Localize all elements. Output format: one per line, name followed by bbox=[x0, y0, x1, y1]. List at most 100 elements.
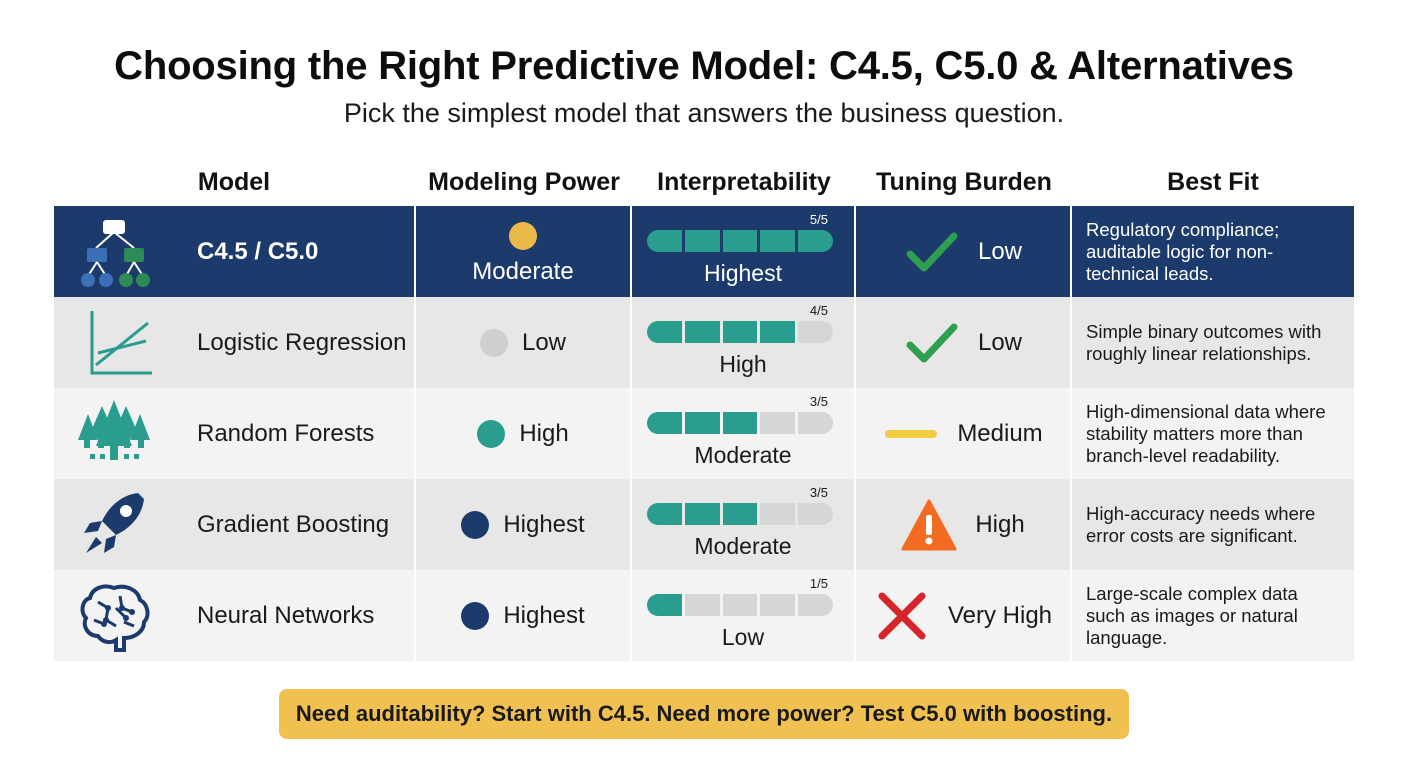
interpretability-segment bbox=[798, 321, 833, 343]
cell-interpretability: 3/5 Moderate bbox=[632, 479, 856, 570]
interpretability-segment bbox=[684, 321, 720, 343]
cell-modeling-power: Low bbox=[416, 297, 632, 388]
cell-tuning-burden: Low bbox=[856, 206, 1072, 297]
interpretability-segment bbox=[760, 594, 796, 616]
table-header: Model Modeling Power Interpretability Tu… bbox=[54, 162, 1354, 202]
interpretability-label: Highest bbox=[704, 260, 782, 286]
interpretability-segment bbox=[684, 503, 720, 525]
model-name: Logistic Regression bbox=[197, 328, 407, 356]
power-dot-icon bbox=[461, 510, 490, 539]
header-interpretability: Interpretability bbox=[657, 168, 831, 196]
dash-icon bbox=[883, 406, 939, 462]
interpretability-segment bbox=[722, 230, 758, 252]
interpretability-segment bbox=[684, 594, 720, 616]
model-name: Gradient Boosting bbox=[197, 510, 390, 538]
interpretability-segment bbox=[760, 230, 796, 252]
callout-banner: Need auditability? Start with C4.5. Need… bbox=[279, 689, 1129, 739]
page-subtitle: Pick the simplest model that answers the… bbox=[343, 98, 1065, 128]
cell-tuning-burden: Medium bbox=[856, 388, 1072, 479]
cell-modeling-power: Highest bbox=[416, 479, 632, 570]
interpretability-bar bbox=[647, 321, 833, 343]
interpretability-segment bbox=[722, 594, 758, 616]
table-row: Neural Networks Highest 1/5 Low Very High Lar… bbox=[54, 570, 1354, 661]
power-label: Highest bbox=[503, 510, 585, 538]
cell-interpretability: 4/5 High bbox=[632, 297, 856, 388]
cell-interpretability: 3/5 Moderate bbox=[632, 388, 856, 479]
interpretability-segment bbox=[798, 503, 833, 525]
best-fit-text: Simple binary outcomes with roughly line… bbox=[1086, 320, 1322, 364]
interpretability-segment bbox=[798, 594, 833, 616]
interpretability-bar bbox=[647, 594, 833, 616]
cell-modeling-power: Moderate bbox=[416, 206, 632, 297]
cell-modeling-power: Highest bbox=[416, 570, 632, 661]
power-dot-icon bbox=[479, 328, 508, 357]
interpretability-segment bbox=[647, 230, 682, 252]
warning-icon bbox=[901, 497, 957, 553]
cell-model: Logistic Regression bbox=[54, 297, 416, 388]
header-model: Model bbox=[197, 168, 271, 196]
interpretability-score: 5/5 bbox=[809, 212, 828, 227]
line-chart-icon bbox=[76, 305, 154, 381]
checkmark-icon bbox=[904, 315, 960, 371]
cell-model: C4.5 / C5.0 bbox=[54, 206, 416, 297]
cell-tuning-burden: High bbox=[856, 479, 1072, 570]
interpretability-bar bbox=[647, 412, 833, 434]
checkmark-icon bbox=[904, 224, 960, 280]
interpretability-segment bbox=[760, 412, 796, 434]
interpretability-segment bbox=[798, 412, 833, 434]
power-dot-icon bbox=[461, 601, 490, 630]
interpretability-segment bbox=[647, 321, 682, 343]
interpretability-score: 1/5 bbox=[809, 576, 828, 591]
interpretability-segment bbox=[760, 503, 796, 525]
cell-interpretability: 5/5 Highest bbox=[632, 206, 856, 297]
table-row: Random Forests High 3/5 Moderate Medium High-… bbox=[54, 388, 1354, 479]
interpretability-bar bbox=[647, 503, 833, 525]
cell-best-fit: High-accuracy needs where error costs ar… bbox=[1072, 479, 1354, 570]
table-row: Logistic Regression Low 4/5 High Low Simple b… bbox=[54, 297, 1354, 388]
interpretability-label: Moderate bbox=[694, 533, 792, 559]
interpretability-score: 3/5 bbox=[809, 394, 828, 409]
power-dot-icon bbox=[509, 221, 537, 250]
best-fit-text: High-dimensional data where stability ma… bbox=[1086, 400, 1326, 466]
brain-icon bbox=[76, 578, 152, 654]
tuning-label: Low bbox=[977, 328, 1023, 356]
table-row: Gradient Boosting Highest 3/5 Moderate High H… bbox=[54, 479, 1354, 570]
tuning-label: Low bbox=[977, 237, 1023, 265]
best-fit-text: Large-scale complex data such as images … bbox=[1086, 582, 1298, 648]
interpretability-segment bbox=[722, 503, 758, 525]
power-label: Highest bbox=[503, 601, 585, 629]
cell-tuning-burden: Low bbox=[856, 297, 1072, 388]
rocket-icon bbox=[76, 487, 152, 563]
cell-model: Gradient Boosting bbox=[54, 479, 416, 570]
interpretability-segment bbox=[647, 412, 682, 434]
decision-tree-icon bbox=[76, 214, 152, 290]
cell-interpretability: 1/5 Low bbox=[632, 570, 856, 661]
cross-icon bbox=[874, 588, 930, 644]
power-label: High bbox=[519, 419, 569, 447]
header-tuning: Tuning Burden bbox=[876, 168, 1052, 196]
cell-modeling-power: High bbox=[416, 388, 632, 479]
interpretability-segment bbox=[684, 230, 720, 252]
power-dot-icon bbox=[477, 419, 506, 448]
interpretability-label: Moderate bbox=[694, 442, 792, 468]
interpretability-label: Low bbox=[721, 624, 765, 650]
tuning-label: Very High bbox=[947, 601, 1053, 629]
header-best-fit: Best Fit bbox=[1167, 168, 1259, 196]
cell-best-fit: High-dimensional data where stability ma… bbox=[1072, 388, 1354, 479]
interpretability-score: 3/5 bbox=[809, 485, 828, 500]
interpretability-segment bbox=[722, 321, 758, 343]
cell-model: Random Forests bbox=[54, 388, 416, 479]
forest-icon bbox=[76, 396, 152, 472]
cell-tuning-burden: Very High bbox=[856, 570, 1072, 661]
cell-model: Neural Networks bbox=[54, 570, 416, 661]
power-label: Moderate bbox=[472, 257, 574, 285]
cell-best-fit: Regulatory compliance; auditable logic f… bbox=[1072, 206, 1354, 297]
table-row: C4.5 / C5.0 Moderate 5/5 Highest Low Regulato… bbox=[54, 206, 1354, 297]
tuning-label: Medium bbox=[957, 419, 1043, 447]
interpretability-segment bbox=[760, 321, 796, 343]
model-name: Neural Networks bbox=[197, 601, 375, 629]
interpretability-bar bbox=[647, 230, 833, 252]
interpretability-segment bbox=[647, 503, 682, 525]
best-fit-text: High-accuracy needs where error costs ar… bbox=[1086, 502, 1316, 546]
interpretability-segment bbox=[684, 412, 720, 434]
